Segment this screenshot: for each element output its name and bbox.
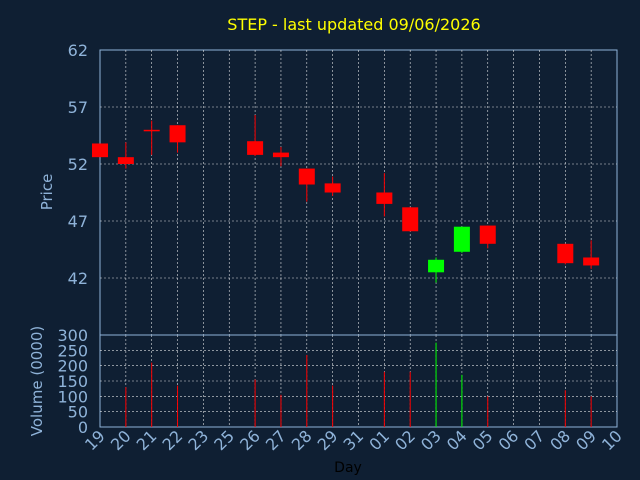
candle-body	[117, 157, 134, 164]
volume-tick-label: 250	[57, 341, 88, 360]
x-axis-label: Day	[334, 460, 362, 476]
x-tick-label: 21	[133, 426, 161, 454]
x-tick-label: 27	[262, 426, 290, 454]
candle-body	[376, 192, 393, 204]
x-tick-label: 20	[107, 426, 135, 454]
candle-body	[583, 257, 600, 266]
candle-body	[557, 243, 574, 264]
volume-tick-label: 200	[57, 357, 88, 376]
candle-body	[169, 125, 186, 143]
x-tick-label: 07	[520, 426, 548, 454]
price-plot-frame	[99, 49, 618, 336]
x-tick-label: 31	[339, 426, 367, 454]
candle-body	[143, 129, 160, 132]
candle-body	[479, 225, 496, 244]
candle-body	[402, 207, 419, 232]
candle-body	[298, 168, 315, 185]
volume-panel: 0501001502002503001920212223252627282931…	[57, 326, 625, 454]
candle-body	[92, 143, 108, 158]
volume-tick-label: 150	[57, 372, 88, 391]
x-tick-label: 26	[236, 426, 264, 454]
volume-tick-label: 0	[78, 418, 88, 437]
x-tick-label: 08	[546, 426, 574, 454]
price-panel: 42 47 52 57 62	[68, 41, 618, 336]
x-tick-label: 23	[184, 426, 212, 454]
price-axis-label: Price	[38, 174, 56, 211]
x-tick-label: 06	[495, 426, 523, 454]
x-tick-label: 22	[159, 426, 187, 454]
candle-body	[272, 152, 289, 158]
volume-tick-label: 100	[57, 387, 88, 406]
x-tick-label: 25	[210, 426, 238, 454]
x-tick-label: 02	[391, 426, 419, 454]
candle-body	[428, 259, 445, 273]
candle-body	[247, 141, 264, 155]
price-tick-label: 62	[68, 41, 88, 60]
volume-axis-label: Volume (0000)	[28, 326, 46, 436]
x-tick-label: 29	[314, 426, 342, 454]
x-tick-label: 04	[443, 426, 471, 454]
candle-body	[324, 183, 341, 193]
x-tick-label: 09	[572, 426, 600, 454]
x-tick-label: 01	[365, 426, 393, 454]
price-tick-label: 47	[68, 212, 88, 231]
chart-title: STEP - last updated 09/06/2026	[227, 15, 480, 34]
volume-tick-label: 300	[57, 326, 88, 345]
price-tick-label: 57	[68, 98, 88, 117]
x-tick-label: 03	[417, 426, 445, 454]
price-tick-label: 52	[68, 155, 88, 174]
x-tick-label: 10	[598, 426, 626, 454]
candle-body	[453, 226, 470, 252]
x-tick-label: 28	[288, 426, 316, 454]
price-tick-label: 42	[68, 269, 88, 288]
x-tick-label: 05	[469, 426, 497, 454]
volume-tick-label: 50	[68, 403, 88, 422]
